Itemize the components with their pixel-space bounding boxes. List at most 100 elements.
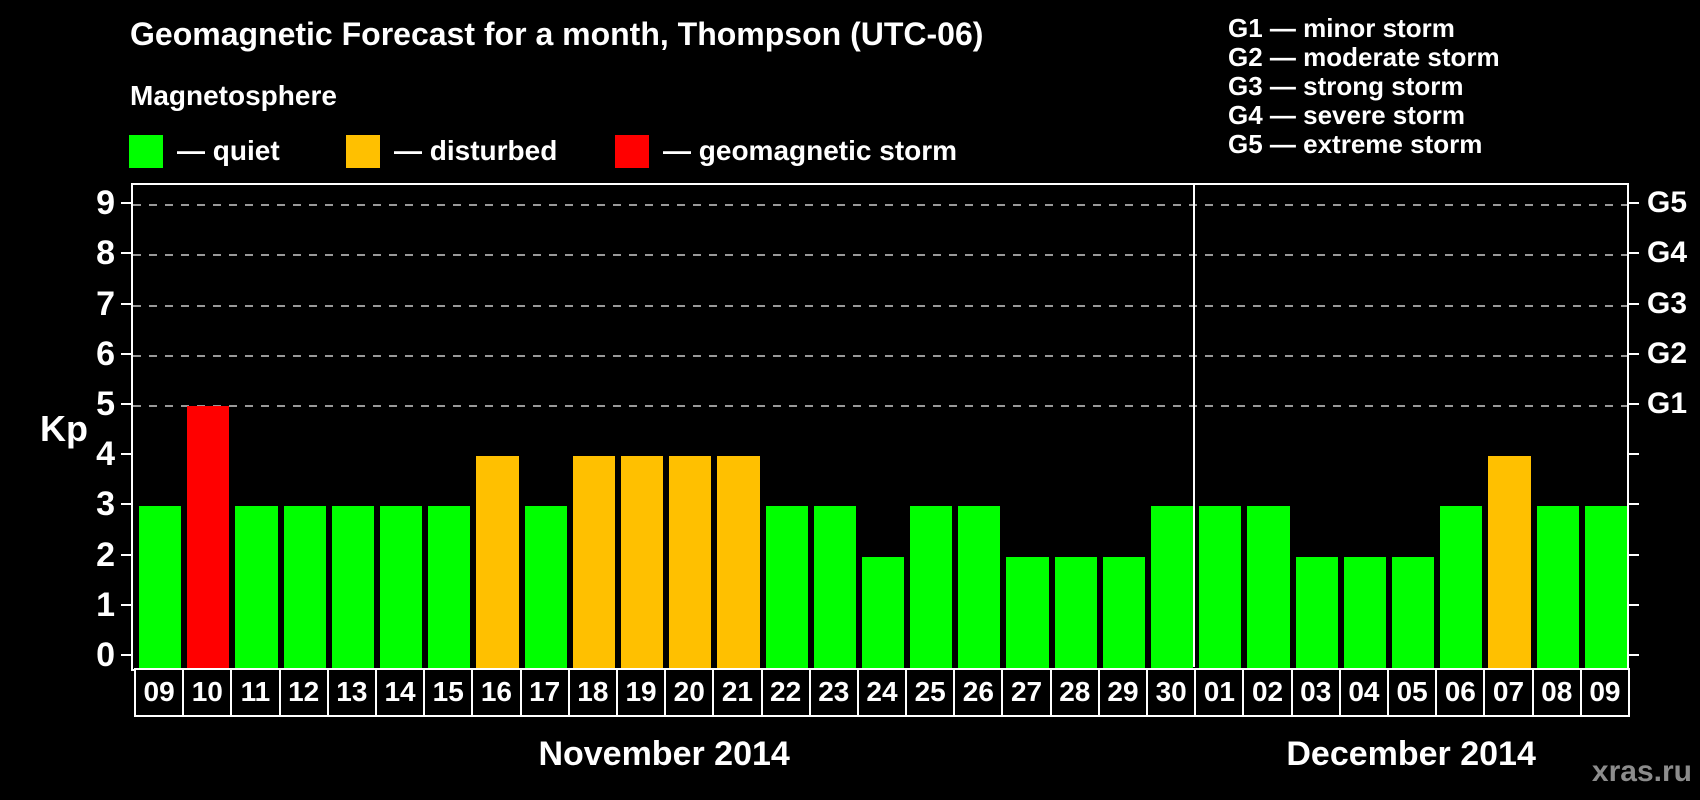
bar-dec-08	[1536, 506, 1579, 669]
legend-label-disturbed: — disturbed	[394, 135, 558, 166]
day-label: 24	[856, 668, 908, 717]
bar-dec-04	[1343, 557, 1387, 669]
y-tick-label: 2	[96, 535, 115, 574]
bar-dec-06	[1440, 506, 1483, 669]
bar-nov-15	[428, 506, 471, 669]
bar-nov-19	[620, 456, 664, 669]
right-axis-tick	[1629, 302, 1639, 305]
bar-nov-23	[813, 506, 856, 669]
day-label: 11	[230, 668, 281, 717]
bar-dec-09	[1584, 506, 1627, 669]
bar-nov-20	[669, 456, 712, 669]
g-legend-line: G3 — strong storm	[1228, 71, 1464, 101]
day-label: 09	[1579, 668, 1630, 717]
day-label: 03	[1290, 668, 1341, 717]
day-label: 09	[134, 668, 185, 717]
day-label: 07	[1483, 668, 1534, 717]
bar-nov-09	[139, 506, 182, 669]
day-label: 08	[1531, 668, 1582, 717]
bar-dec-02	[1247, 506, 1290, 669]
day-label: 04	[1338, 668, 1390, 717]
bar-nov-16	[476, 456, 519, 669]
day-label: 01	[1194, 668, 1245, 717]
bar-nov-26	[958, 506, 1001, 669]
month-label: November 2014	[538, 735, 790, 773]
day-label: 05	[1387, 668, 1438, 717]
bar-nov-14	[379, 506, 423, 669]
gridline-kp6	[133, 354, 1627, 357]
bar-nov-30	[1151, 506, 1194, 669]
legend-item-quiet: — quiet	[129, 133, 280, 169]
y-tick-label: 5	[96, 385, 115, 423]
month-label: December 2014	[1286, 735, 1536, 773]
bar-dec-01	[1199, 506, 1242, 669]
gridline-kp8	[133, 254, 1627, 257]
month-separator-line	[1193, 183, 1196, 667]
bar-nov-12	[283, 506, 326, 669]
right-axis-tick	[1629, 503, 1639, 506]
day-label: 21	[712, 668, 763, 717]
g-legend-line: G4 — severe storm	[1228, 100, 1466, 130]
day-label: 16	[471, 668, 522, 717]
day-label: 19	[615, 668, 667, 717]
day-label: 26	[953, 668, 1004, 717]
y-tick-label: 8	[96, 234, 115, 273]
y-axis-tick	[121, 252, 131, 255]
day-label: 15	[423, 668, 474, 717]
day-label: 14	[374, 668, 426, 717]
day-label: 13	[326, 668, 377, 717]
day-label: 10	[182, 668, 233, 717]
right-axis-tick	[1629, 654, 1639, 656]
disturbed-swatch-icon	[346, 134, 380, 168]
gridline-kp5	[133, 405, 1627, 407]
plot-area	[131, 183, 1629, 671]
y-tick-label: 3	[96, 485, 115, 524]
right-axis-tick	[1629, 352, 1639, 355]
day-label: 27	[1001, 668, 1052, 717]
legend-label-storm: — geomagnetic storm	[663, 135, 958, 166]
bar-nov-25	[910, 506, 953, 669]
magnetosphere-subtitle: Magnetosphere	[130, 80, 337, 111]
right-axis-tick	[1629, 453, 1639, 456]
day-label: 06	[1435, 668, 1486, 717]
y-tick-label: 1	[96, 585, 115, 624]
g-axis-label-g1: G1	[1647, 387, 1688, 420]
right-axis-tick	[1629, 202, 1639, 205]
storm-swatch-icon	[615, 134, 649, 168]
legend-label-quiet: — quiet	[177, 135, 280, 166]
bar-nov-22	[765, 506, 808, 669]
bar-nov-18	[572, 456, 615, 669]
day-label: 23	[808, 668, 859, 717]
page-title: Geomagnetic Forecast for a month, Thomps…	[130, 16, 984, 52]
gridline-kp7	[133, 304, 1627, 307]
bar-nov-11	[235, 506, 278, 669]
y-tick-label: 9	[96, 184, 115, 223]
bar-nov-27	[1006, 557, 1049, 669]
y-axis-tick	[121, 302, 131, 305]
bar-nov-10	[187, 406, 230, 669]
g-axis-label-g2: G2	[1647, 336, 1688, 370]
day-label: 28	[1049, 668, 1100, 717]
y-axis-tick	[121, 654, 131, 656]
quiet-swatch-icon	[129, 134, 163, 168]
day-label: 17	[519, 668, 570, 717]
bar-nov-13	[331, 506, 374, 669]
bar-nov-17	[524, 506, 567, 669]
y-axis-tick	[121, 202, 131, 205]
legend-item-disturbed: — disturbed	[346, 133, 557, 169]
day-label: 12	[278, 668, 329, 717]
bar-nov-24	[861, 557, 905, 669]
y-axis-tick	[121, 503, 131, 506]
bar-dec-07	[1488, 456, 1531, 669]
g-legend-line: G2 — moderate storm	[1228, 42, 1500, 72]
y-axis-tick	[121, 403, 131, 405]
bar-nov-21	[717, 456, 760, 669]
day-label: 29	[1097, 668, 1149, 717]
xras-watermark: xras.ru	[1591, 755, 1692, 788]
day-label: 25	[905, 668, 956, 717]
bar-nov-28	[1054, 557, 1097, 669]
day-label: 18	[567, 668, 618, 717]
g-scale-legend: G1 — minor storm G2 — moderate storm G3 — …	[1228, 14, 1500, 159]
day-label: 02	[1242, 668, 1293, 717]
